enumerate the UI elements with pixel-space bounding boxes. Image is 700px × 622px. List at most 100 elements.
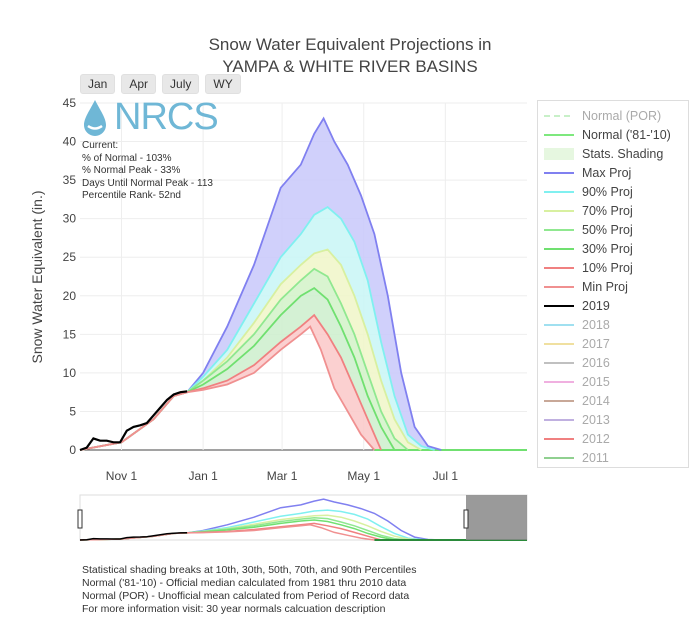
legend-swatch [544,261,574,275]
legend-swatch [544,223,574,237]
chart-title-line1: Snow Water Equivalent Projections in [208,35,492,54]
y-tick-label: 15 [63,327,77,341]
legend-swatch [544,356,574,370]
legend-swatch [544,318,574,332]
legend-swatch [544,280,574,294]
legend-item[interactable]: Max Proj [544,163,682,182]
legend-item[interactable]: 10% Proj [544,258,682,277]
x-tick-label: Nov 1 [106,469,138,483]
range-buttons: Jan Apr July WY [80,74,241,94]
legend-label: 2012 [582,431,610,446]
legend-item[interactable]: 2016 [544,353,682,372]
slider-mask [466,495,527,540]
current-stats-line: % of Normal - 103% [82,152,172,164]
legend-item[interactable]: 50% Proj [544,220,682,239]
legend-label: 2011 [582,450,609,465]
range-button-wy[interactable]: WY [205,74,241,94]
legend-swatch [544,128,574,142]
footnote: Normal ('81-'10) - Official median calcu… [82,577,407,589]
legend-item[interactable]: 2018 [544,315,682,334]
range-button-jan[interactable]: Jan [80,74,116,94]
legend-item[interactable]: Min Proj [544,277,682,296]
legend-swatch [544,337,574,351]
legend-label: Stats. Shading [582,146,664,161]
legend-label: 2013 [582,412,610,427]
legend-label: 10% Proj [582,260,633,275]
x-tick-label: Jul 1 [433,469,459,483]
legend-label: Min Proj [582,279,628,294]
y-tick-label: 40 [63,135,77,149]
legend-swatch [544,451,574,465]
legend-item[interactable]: 2014 [544,391,682,410]
legend-swatch [544,413,574,427]
nrcs-logo: NRCS [80,96,219,139]
legend-label: 70% Proj [582,203,633,218]
legend-item[interactable]: 2019 [544,296,682,315]
legend-label: 2018 [582,317,610,332]
range-button-july[interactable]: July [162,74,200,94]
legend-swatch [544,432,574,446]
x-tick-label: Jan 1 [188,469,218,483]
chart-legend: Normal (POR) Normal ('81-'10) Stats. Shadi… [537,100,689,468]
legend-label: Max Proj [582,165,632,180]
footnotes: Statistical shading breaks at 10th, 30th… [82,564,416,616]
footnote: For more information visit: 30 year norm… [82,603,386,615]
legend-label: 2016 [582,355,610,370]
legend-label: 2015 [582,374,610,389]
slider-handle-left[interactable] [77,509,83,529]
series-line [79,325,376,451]
range-button-apr[interactable]: Apr [121,74,157,94]
current-stats: Current: % of Normal - 103% % Normal Pea… [82,140,213,203]
legend-item[interactable]: Normal ('81-'10) [544,125,682,144]
legend-item[interactable]: 2012 [544,429,682,448]
legend-label: 90% Proj [582,184,633,199]
legend-swatch [544,375,574,389]
current-stats-line: Days Until Normal Peak - 113 [82,177,213,189]
legend-item[interactable]: 90% Proj [544,182,682,201]
legend-item[interactable]: Normal (POR) [544,106,682,125]
y-tick-label: 5 [69,404,76,418]
water-drop-icon [84,99,106,136]
legend-item[interactable]: Stats. Shading [544,144,682,163]
legend-label: 2017 [582,336,610,351]
stats-shading-band [80,118,455,451]
legend-swatch [544,166,574,180]
legend-label: Normal ('81-'10) [582,127,671,142]
current-stats-line: % Normal Peak - 33% [82,165,181,176]
y-axis-title: Snow Water Equivalent (in.) [29,191,45,364]
y-tick-label: 35 [63,173,77,187]
legend-item[interactable]: 2015 [544,372,682,391]
x-tick-label: Mar 1 [267,469,298,483]
legend-item[interactable]: 30% Proj [544,239,682,258]
current-stats-line: Percentile Rank- 52nd [82,190,181,201]
x-tick-label: May 1 [347,469,380,483]
stats-shading-band [80,316,455,450]
legend-item[interactable]: 2011 [544,448,682,467]
y-tick-label: 10 [63,366,77,380]
legend-label: 30% Proj [582,241,633,256]
legend-swatch [544,242,574,256]
legend-swatch [544,185,574,199]
chart-title: Snow Water Equivalent Projections in YAM… [150,34,550,78]
legend-label: 50% Proj [582,222,633,237]
logo-text: NRCS [114,96,219,138]
y-tick-label: 25 [63,250,77,264]
legend-label: Normal (POR) [582,108,662,123]
legend-swatch [544,147,574,161]
chart-title-line2: YAMPA & WHITE RIVER BASINS [222,57,478,76]
legend-item[interactable]: 70% Proj [544,201,682,220]
legend-swatch [544,394,574,408]
slider-series-line [79,532,188,541]
y-tick-label: 20 [63,289,77,303]
series-line [79,390,188,452]
legend-swatch [544,204,574,218]
legend-swatch [544,299,574,313]
slider-handle-right[interactable] [463,509,469,529]
legend-item[interactable]: 2017 [544,334,682,353]
y-tick-label: 30 [63,212,77,226]
stats-shading-band [80,207,455,450]
y-tick-label: 45 [63,96,77,110]
legend-label: 2019 [582,298,610,313]
legend-item[interactable]: 2013 [544,410,682,429]
